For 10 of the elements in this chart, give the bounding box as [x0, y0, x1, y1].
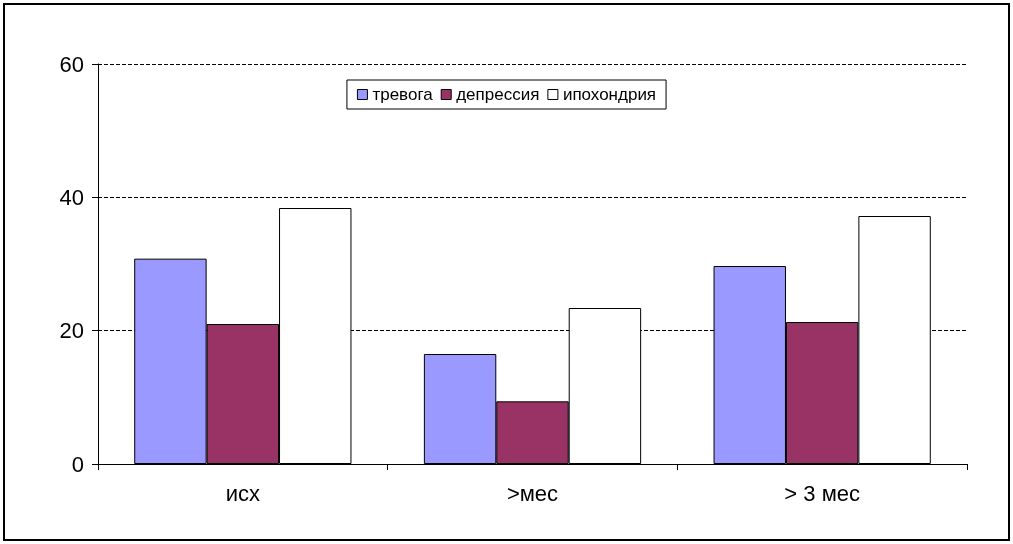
y-tick-label: 40: [59, 184, 84, 210]
x-tick-label: >мес: [506, 480, 559, 506]
y-tick-label: 60: [59, 51, 84, 77]
y-tick-label: 0: [71, 451, 84, 477]
x-tick-label: > 3 мес: [784, 480, 860, 506]
x-tick-label: исх: [225, 480, 260, 506]
legend-label: депрессия: [456, 85, 540, 104]
legend-label: ипохондрия: [562, 85, 657, 104]
legend-label: тревога: [372, 85, 434, 104]
y-tick-label: 20: [59, 318, 84, 344]
